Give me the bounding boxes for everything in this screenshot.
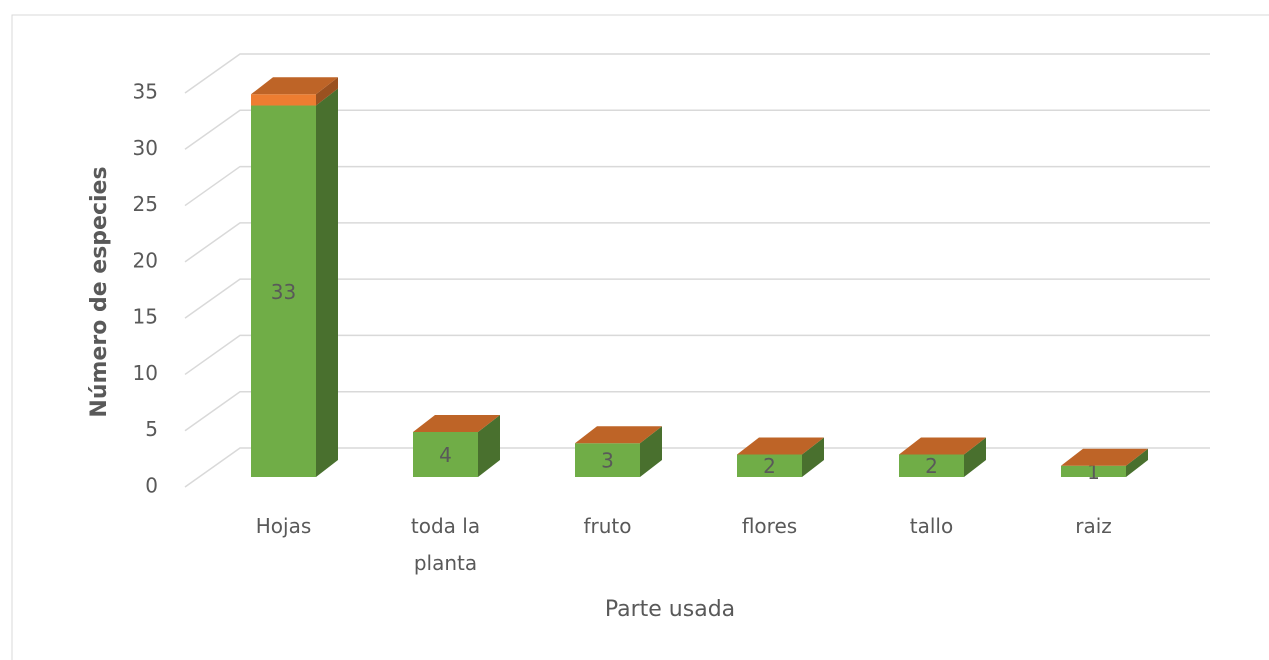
y-tick-label: 30	[133, 136, 158, 160]
y-tick-label: 15	[133, 305, 158, 329]
x-tick-label: tallo	[909, 514, 954, 538]
data-label: 2	[763, 454, 776, 478]
grid-line	[184, 278, 1210, 319]
x-tick-label: raiz	[1075, 514, 1112, 538]
bar-top	[413, 414, 500, 432]
bar-front	[899, 454, 964, 477]
data-label: 3	[601, 449, 614, 473]
grid-line	[184, 390, 1210, 432]
data-label: 2	[925, 454, 938, 478]
bar-front	[251, 94, 316, 106]
bar-front	[251, 105, 316, 477]
x-tick-label: toda la planta	[410, 514, 481, 575]
x-tick-label: Hojas	[255, 514, 312, 538]
bar-top	[575, 426, 662, 444]
x-tick-label: flores	[741, 514, 798, 538]
grid-line	[184, 334, 1210, 376]
data-label: 4	[439, 443, 452, 467]
chart-border	[11, 14, 1269, 660]
bar-top	[899, 437, 986, 455]
bar-top	[251, 77, 338, 95]
data-label: 1	[1087, 460, 1100, 484]
bar-side	[478, 414, 500, 477]
y-tick-label: 25	[133, 192, 158, 216]
bar-side	[316, 77, 338, 106]
grid-line	[184, 447, 1210, 488]
bar-side	[316, 88, 338, 477]
bar-side	[964, 437, 986, 477]
grid-line	[184, 222, 1210, 263]
bar-side	[802, 437, 824, 477]
grid-line	[184, 53, 1210, 94]
grid-line	[184, 165, 1210, 207]
bar-front	[575, 443, 640, 477]
bar-top	[1061, 448, 1148, 466]
data-label: 33	[271, 280, 296, 304]
bar-side	[640, 426, 662, 477]
grid-line	[184, 109, 1210, 150]
y-tick-label: 20	[133, 248, 158, 272]
y-tick-label: 10	[133, 361, 158, 385]
x-tick-label: fruto	[583, 514, 632, 538]
bar-front	[413, 431, 478, 477]
bar-top	[737, 437, 824, 455]
y-axis-title: Número de especies	[87, 166, 112, 417]
bar-front	[737, 454, 802, 477]
y-tick-label: 0	[145, 474, 158, 498]
y-tick-label: 5	[145, 417, 158, 441]
bar-front	[1061, 465, 1126, 477]
bar-side	[1126, 448, 1148, 477]
y-tick-label: 35	[133, 80, 158, 104]
x-axis-title: Parte usada	[605, 597, 735, 622]
